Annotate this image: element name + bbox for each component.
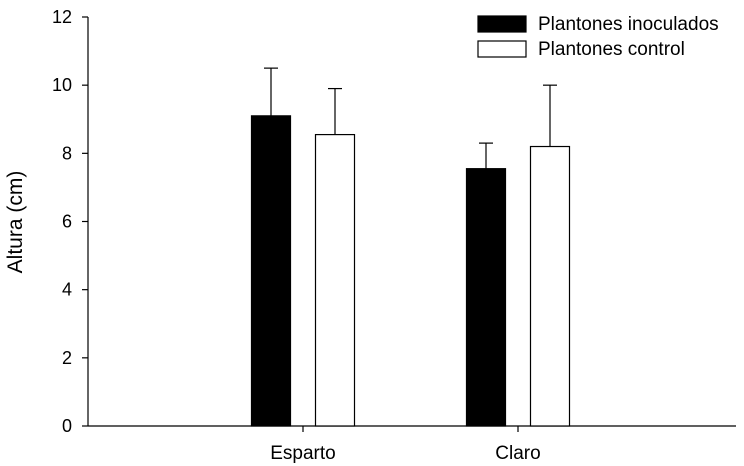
y-tick-label: 8 (62, 143, 72, 163)
y-axis: 0 2 4 6 8 10 12 (52, 7, 89, 436)
error-bars (264, 67, 557, 169)
x-axis: Esparto Claro (88, 425, 736, 464)
y-tick-label: 12 (52, 7, 72, 27)
bar (529, 145, 571, 427)
x-tick-label: Esparto (270, 443, 335, 464)
y-tick-label: 4 (62, 280, 72, 300)
bar (314, 133, 356, 427)
bars (250, 115, 571, 427)
legend-swatch (477, 15, 527, 33)
y-tick-label: 0 (62, 416, 72, 436)
legend: Plantones inoculados Plantones control (477, 14, 719, 60)
bar (250, 115, 292, 427)
y-tick-label: 6 (62, 212, 72, 232)
y-axis-label: Altura (cm) (4, 171, 27, 274)
legend-label: Plantones control (538, 39, 685, 60)
x-tick-label: Claro (495, 443, 540, 464)
legend-swatch (477, 40, 527, 58)
bar (465, 168, 507, 427)
y-tick-label: 2 (62, 348, 72, 368)
legend-label: Plantones inoculados (538, 14, 719, 35)
y-tick-label: 10 (52, 75, 72, 95)
